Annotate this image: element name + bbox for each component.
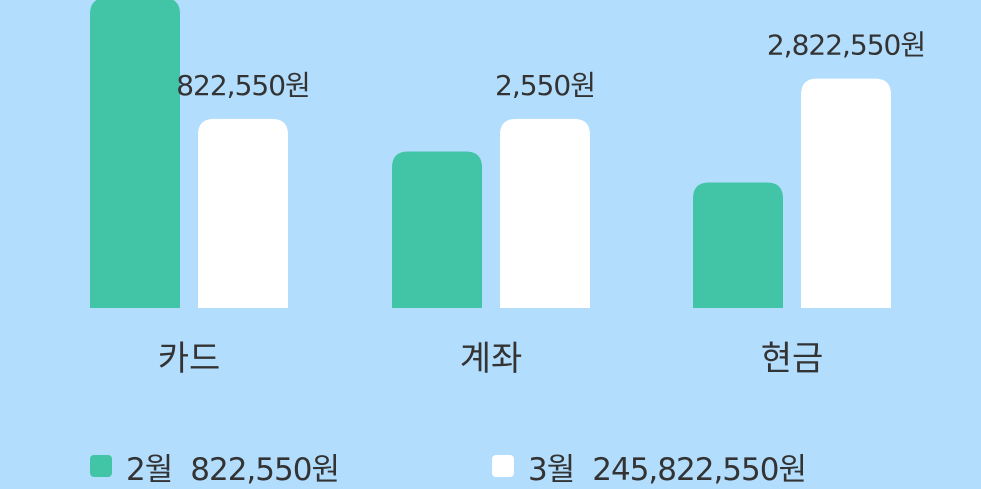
legend-item-mar: 3월 245,822,550원 (492, 446, 807, 488)
legend-total-mar: 245,822,550원 (592, 451, 807, 488)
bar-feb-2 (693, 182, 783, 308)
legend-label-mar: 3월 (528, 451, 575, 488)
legend-swatch-feb (90, 455, 112, 477)
legend-total-feb: 822,550원 (190, 451, 340, 488)
value-label-mar-1: 2,550원 (495, 69, 595, 102)
bar-mar-2 (801, 78, 891, 308)
bar-mar-0 (198, 118, 288, 309)
value-label-mar-0: 822,550원 (176, 69, 310, 102)
bar-mar-1 (500, 118, 590, 309)
bar-feb-0 (90, 0, 180, 308)
category-label-0: 카드 (158, 339, 221, 379)
bar-feb-1 (392, 151, 482, 308)
legend-item-feb: 2월 822,550원 (90, 446, 340, 488)
legend-swatch-mar (492, 455, 514, 477)
value-label-mar-2: 2,822,550원 (767, 29, 925, 62)
category-label-1: 계좌 (460, 339, 523, 379)
legend-label-feb: 2월 (126, 451, 173, 488)
category-label-2: 현금 (761, 339, 824, 379)
